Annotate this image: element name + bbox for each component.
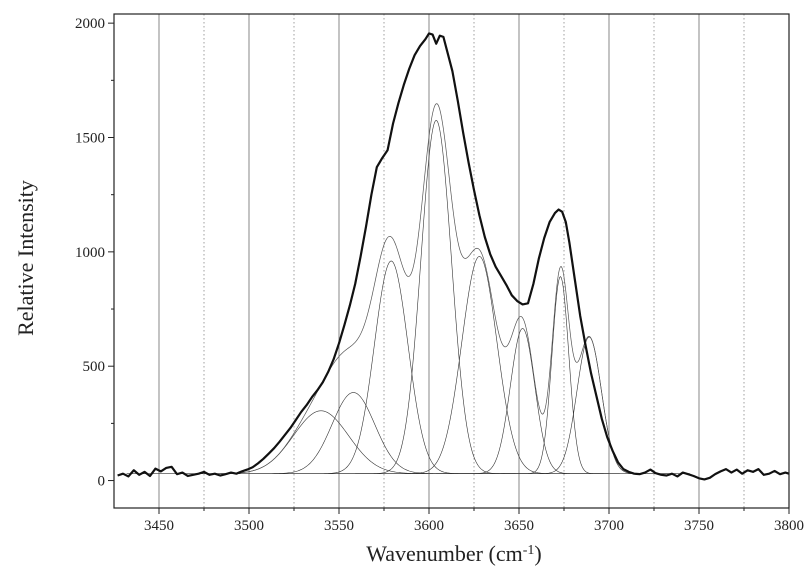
x-tick-label: 3450 [144, 518, 174, 534]
axis-ticks: 3450 3500 3550 3600 3650 3700 3750 3800 0 500 1000… [75, 16, 804, 534]
component-peak-curve [272, 260, 510, 474]
y-tick-label: 1500 [75, 131, 105, 147]
plot-frame [113, 13, 790, 509]
x-axis-title: Wavenumber (cm-1) [366, 541, 541, 566]
component-peak-curve [502, 336, 676, 474]
grid-lines [158, 14, 745, 508]
x-tick-label: 3700 [594, 518, 624, 534]
y-tick-label: 1000 [75, 245, 105, 261]
x-tick-label: 3500 [234, 518, 264, 534]
y-tick-label: 2000 [75, 16, 105, 32]
y-tick-label: 500 [83, 359, 106, 375]
x-tick-label: 3550 [324, 518, 354, 534]
y-tick-label: 0 [98, 474, 106, 490]
component-peak-curve [202, 392, 505, 474]
x-tick-label: 3650 [504, 518, 534, 534]
component-peak-curve [355, 256, 604, 474]
x-axis-title-main: Wavenumber (cm [366, 541, 522, 566]
component-peak-curve [328, 119, 545, 474]
fit-envelope-curve [230, 103, 654, 475]
component-peak-curve [126, 410, 516, 474]
spectrum-series [117, 32, 790, 481]
fitted-component-peaks [126, 103, 690, 475]
component-peak-curve [436, 328, 609, 474]
x-axis-title-superscript: -1 [523, 543, 535, 558]
x-tick-label: 3750 [684, 518, 714, 534]
x-axis-title-suffix: ) [534, 541, 541, 566]
x-tick-label: 3800 [774, 518, 804, 534]
spectrum-line [117, 32, 790, 481]
x-tick-label: 3600 [414, 518, 444, 534]
y-axis-title: Relative Intensity [13, 180, 38, 336]
